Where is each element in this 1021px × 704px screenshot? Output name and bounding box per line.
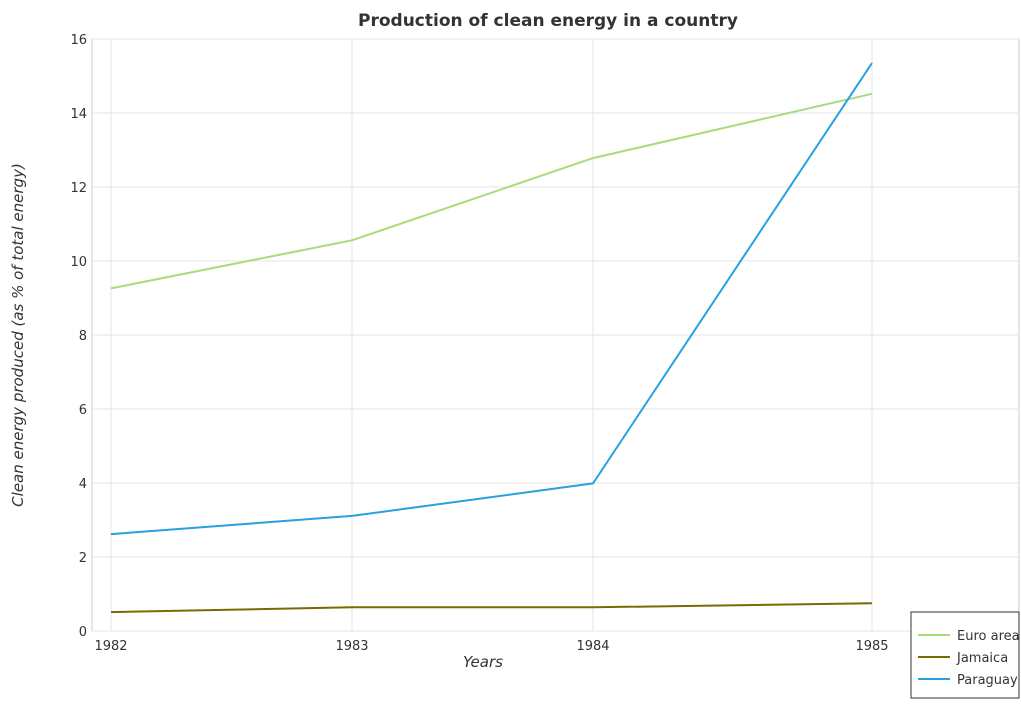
series-lines	[110, 62, 873, 614]
grid-lines	[92, 38, 1019, 632]
y-tick-label: 2	[79, 551, 87, 566]
x-tick-label: 1983	[335, 639, 368, 654]
legend: Euro area Jamaica Paraguay	[910, 611, 1020, 699]
x-axis-label: Years	[463, 653, 503, 671]
series-line-jamaica	[110, 602, 873, 614]
y-tick-label: 12	[70, 181, 87, 196]
y-tick-label: 4	[79, 477, 87, 492]
legend-label: Paraguay	[957, 673, 1018, 688]
y-axis-label: Clean energy produced (as % of total ene…	[9, 163, 27, 507]
y-tick-label: 10	[70, 255, 87, 270]
series-line-euro-area	[110, 92, 873, 290]
chart-title: Production of clean energy in a country	[358, 11, 738, 31]
series-line-paraguay	[110, 62, 873, 536]
x-tick-label: 1982	[94, 639, 127, 654]
y-tick-label: 8	[79, 329, 87, 344]
y-tick-label: 16	[70, 33, 87, 48]
y-axis-ticks: 0 2 4 6 8 10 12 14 16	[70, 33, 87, 640]
legend-box	[910, 611, 1020, 699]
x-axis-ticks: 1982 1983 1984 1985	[94, 639, 888, 654]
y-tick-label: 6	[79, 403, 87, 418]
legend-label: Euro area	[957, 629, 1020, 644]
y-tick-label: 0	[79, 625, 87, 640]
x-tick-label: 1985	[855, 639, 888, 654]
x-tick-label: 1984	[576, 639, 609, 654]
y-tick-label: 14	[70, 107, 87, 122]
legend-label: Jamaica	[956, 651, 1008, 666]
